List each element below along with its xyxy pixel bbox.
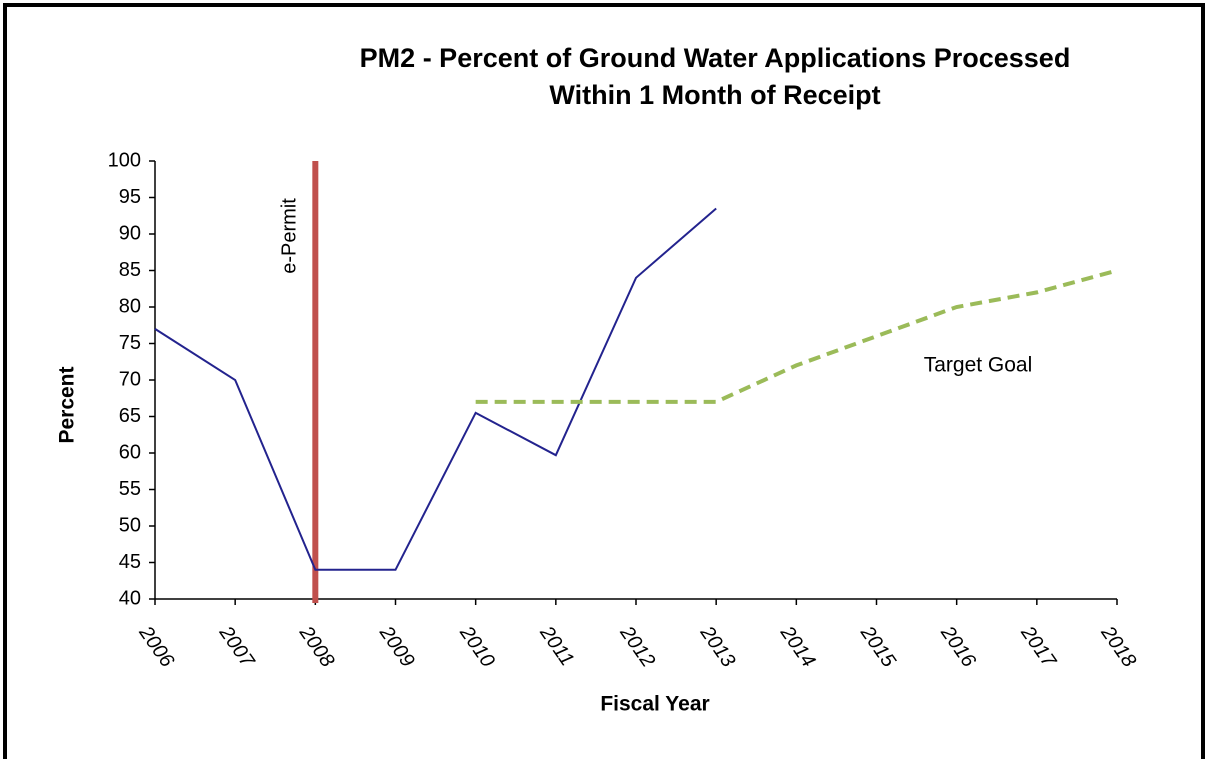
x-tick-label: 2013: [695, 621, 739, 671]
series-line: [475, 268, 1118, 404]
x-tick-label: 2017: [1016, 621, 1061, 672]
y-tick-label: 45: [119, 551, 141, 573]
y-tick-label: 55: [119, 478, 141, 500]
frame: [3, 3, 1205, 759]
y-tick-label: 65: [119, 405, 141, 427]
x-tick-label: 2007: [214, 621, 259, 672]
series-label: Target Goal: [924, 354, 1033, 377]
x-tick-label: 2015: [856, 621, 901, 672]
x-tick-label: 2012: [615, 621, 659, 671]
y-tick-label: 95: [119, 186, 141, 208]
chart-subtitle: Within 1 Month of Receipt: [549, 80, 880, 110]
y-tick-label: 80: [119, 295, 141, 317]
y-tick-label: 100: [108, 149, 141, 171]
y-tick-label: 40: [119, 587, 141, 609]
y-tick-label: 70: [119, 368, 141, 390]
y-tick-label: 90: [119, 222, 141, 244]
x-tick-label: 2009: [375, 621, 419, 671]
x-tick-label: 2014: [775, 621, 819, 671]
y-tick-label: 60: [119, 441, 141, 463]
y-axis-label: Percent: [56, 366, 79, 443]
y-tick-label: 75: [119, 332, 141, 354]
x-tick-label: 2018: [1096, 621, 1140, 671]
x-tick-label: 2008: [294, 621, 338, 671]
x-tick-label: 2006: [134, 621, 179, 672]
annotation-label: e-Permit: [279, 198, 301, 274]
x-tick-label: 2016: [936, 621, 981, 672]
x-tick-label: 2010: [455, 621, 499, 671]
series-line: [154, 207, 717, 571]
y-tick-label: 50: [119, 514, 141, 536]
y-tick-label: 85: [119, 259, 141, 281]
chart-title: PM2 - Percent of Ground Water Applicatio…: [360, 43, 1071, 73]
x-axis-label: Fiscal Year: [600, 693, 709, 716]
x-tick-label: 2011: [535, 621, 578, 670]
